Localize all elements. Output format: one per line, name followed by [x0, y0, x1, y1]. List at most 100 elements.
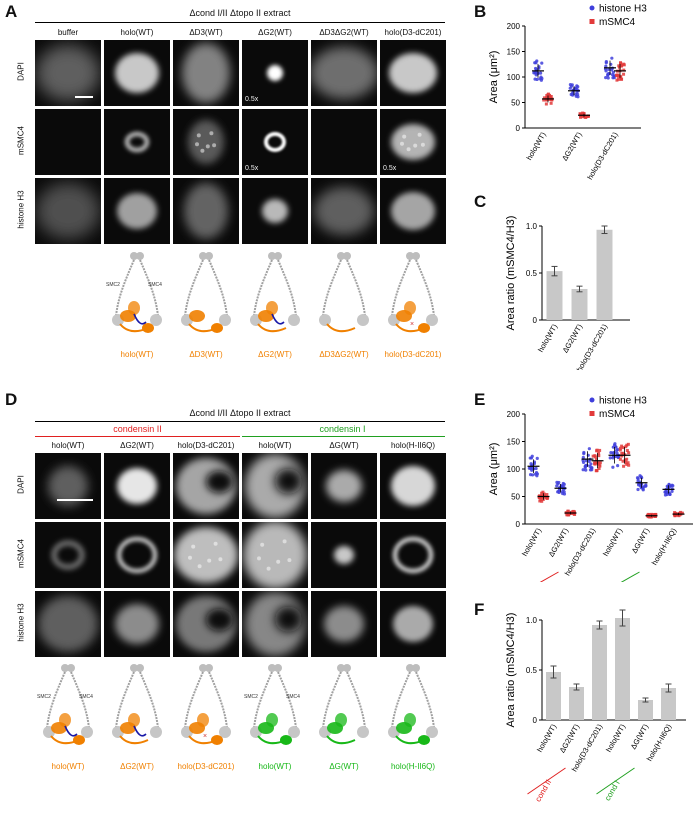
- smc4-point: [625, 449, 629, 453]
- smc4-arm: [70, 671, 90, 729]
- smc4-point: [617, 77, 621, 81]
- nucleus-speck: [218, 557, 223, 562]
- smc4-point: [546, 495, 550, 499]
- smc-hinge: [412, 252, 420, 260]
- micrograph-tile: [35, 178, 101, 244]
- smc4-arm: [139, 259, 159, 317]
- kleisin-subunit: [119, 735, 149, 745]
- scale-bar: [75, 96, 93, 98]
- schematic-label: ΔD3(WT): [189, 350, 223, 359]
- cond-ii-bracket: [539, 571, 559, 582]
- smc2-arm: [184, 671, 204, 729]
- smc4-point: [549, 101, 553, 105]
- smc4-point: [621, 446, 625, 450]
- nucleus-body: [314, 187, 374, 235]
- schematic-label: holo(D3-dC201): [177, 762, 235, 771]
- histone-point: [575, 84, 579, 88]
- smc-hinge: [412, 664, 420, 672]
- legend-marker-smc4: [589, 411, 595, 416]
- row-label: histone H3: [16, 603, 26, 642]
- histone-point: [531, 466, 535, 471]
- micrograph-tile: [311, 522, 377, 588]
- smc4-point: [627, 451, 631, 455]
- y-tick-label: 0: [516, 124, 521, 133]
- nucleus-speck: [195, 142, 199, 147]
- histone-point: [641, 487, 645, 491]
- condensin-schematic: [250, 252, 300, 333]
- nucleus-body: [391, 124, 435, 160]
- smc4-point: [625, 462, 629, 466]
- nucleus-signal: [115, 53, 159, 93]
- nucleus-signal: [36, 183, 100, 239]
- panel-label-a: A: [5, 2, 18, 21]
- histone-point: [528, 473, 533, 477]
- nucleus-signal: [267, 65, 283, 81]
- micrograph-tile: [35, 453, 101, 519]
- histone-point: [670, 489, 674, 493]
- scale-note: 0.5x: [245, 165, 259, 172]
- legend-label: histone H3: [599, 4, 647, 15]
- smc4-point: [622, 68, 626, 72]
- histone-point: [614, 445, 618, 449]
- micrograph-tile: [104, 109, 170, 175]
- smc-hinge: [274, 664, 282, 672]
- histone-point: [538, 71, 543, 75]
- smc4-head: [150, 726, 162, 738]
- nucleus-signal: [391, 192, 435, 230]
- heat-subunit-2: [197, 713, 209, 727]
- smc2-arm: [253, 671, 273, 729]
- histone-point: [540, 61, 544, 65]
- smc4-point: [537, 494, 541, 498]
- smc-hinge: [337, 664, 345, 672]
- histone-point: [584, 468, 588, 472]
- histone-point: [607, 67, 611, 71]
- smc4-point: [586, 114, 590, 118]
- d3-c-tail: [133, 725, 147, 737]
- histone-point: [604, 76, 608, 80]
- nucleus-speck: [402, 134, 407, 139]
- x-category-label: ΔG2(WT): [561, 322, 585, 354]
- condensin-schematic: [181, 252, 231, 333]
- y-tick-label: 200: [507, 22, 521, 31]
- g-subunit: [73, 735, 85, 745]
- smc4-point: [581, 111, 585, 115]
- nucleus-signal: [393, 606, 433, 642]
- histone-point: [575, 87, 579, 91]
- nucleus-speck: [213, 541, 218, 546]
- g-subunit: [280, 735, 292, 745]
- column-label: holo(WT): [120, 28, 154, 37]
- micrograph-tile: [104, 591, 170, 657]
- nucleus-body: [174, 527, 238, 583]
- smc4-head: [357, 726, 369, 738]
- smc4-point: [538, 499, 542, 503]
- smc4-point: [591, 454, 595, 458]
- smc2-label: SMC2: [37, 694, 51, 700]
- x-category-label: ΔG2(WT): [558, 722, 582, 754]
- smc4-head: [288, 726, 300, 738]
- nucleus-speck: [205, 144, 210, 149]
- nucleus-ring: [117, 537, 157, 573]
- smc4-point: [622, 464, 626, 468]
- nucleus-body: [188, 120, 224, 164]
- histone-point: [606, 76, 610, 80]
- y-axis-label: Area (μm²): [488, 51, 500, 104]
- smc2-label: SMC2: [244, 694, 258, 700]
- nucleus-body: [115, 604, 159, 644]
- nucleus-body: [38, 596, 98, 652]
- schematic-label: ΔD3ΔG2(WT): [319, 350, 369, 359]
- g-subunit: [418, 735, 430, 745]
- smc-hinge: [130, 252, 138, 260]
- ratio-bar: [569, 687, 584, 720]
- d3-c-tail: [64, 725, 78, 737]
- histone-point: [616, 463, 620, 468]
- smc4-arm: [277, 259, 297, 317]
- histone-point: [587, 459, 591, 463]
- panel-label-b: B: [474, 2, 487, 21]
- smc4-point: [597, 461, 601, 465]
- micrograph-tile: [311, 40, 377, 106]
- g-subunit: [142, 323, 154, 333]
- heat-subunit-2: [128, 713, 140, 727]
- chart-c-ratio-bars: 0 0.5 1.0 Area ratio (mSMC4/H3) holo(WT) ΔG2(…: [505, 216, 630, 370]
- smc4-head: [150, 314, 162, 326]
- nucleus-body: [182, 43, 230, 103]
